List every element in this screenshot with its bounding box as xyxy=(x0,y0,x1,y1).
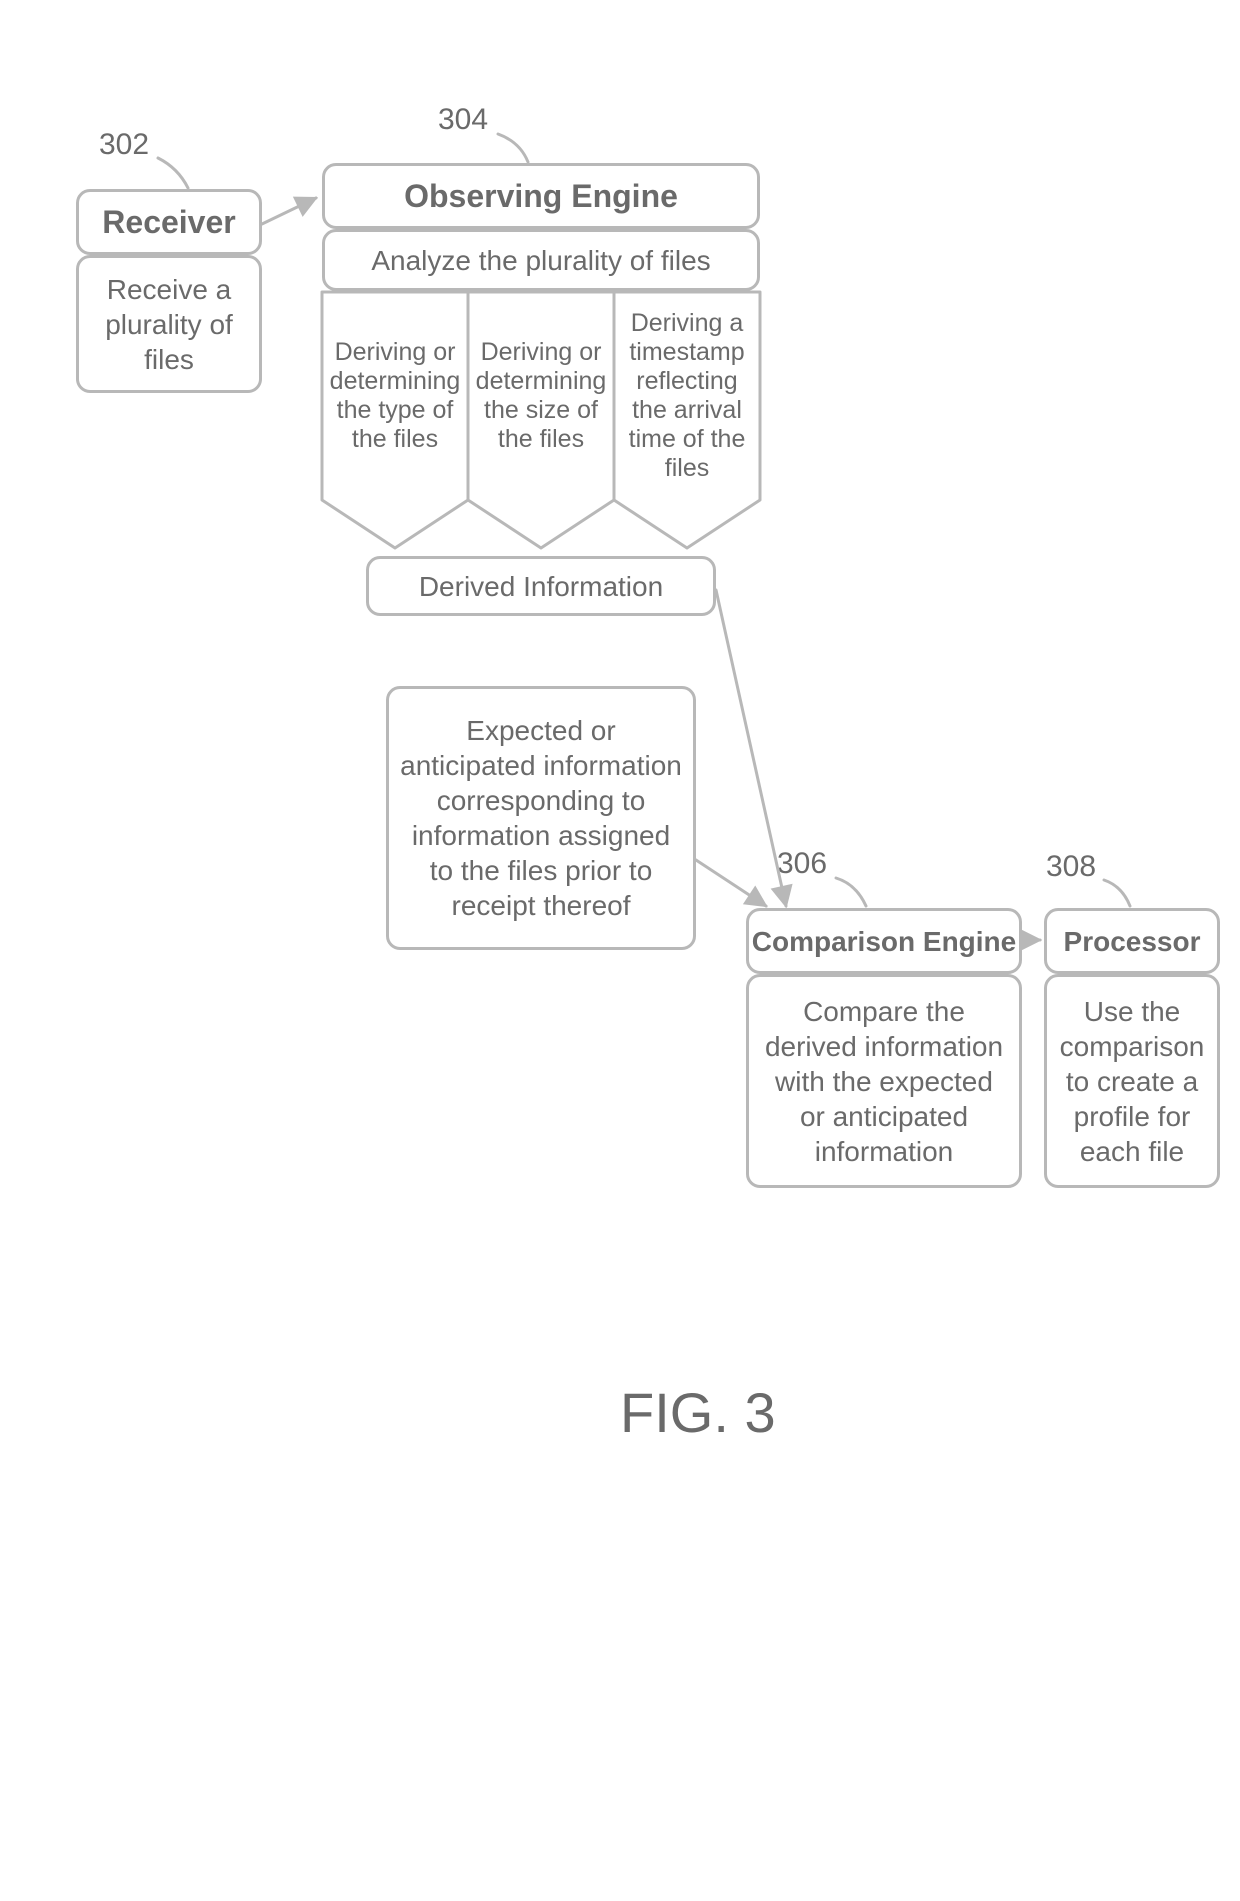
comparison-title: Comparison Engine xyxy=(746,908,1022,974)
receiver-body: Receive a plurality of files xyxy=(76,255,262,393)
figure-label: FIG. 3 xyxy=(620,1380,776,1445)
expected-info: Expected or anticipated information corr… xyxy=(386,686,696,950)
observing-title: Observing Engine xyxy=(322,163,760,229)
comparison-body: Compare the derived information with the… xyxy=(746,974,1022,1188)
observing-subtitle: Analyze the plurality of files xyxy=(322,229,760,291)
processor-body: Use the comparison to create a profile f… xyxy=(1044,974,1220,1188)
ref-306: 306 xyxy=(777,847,827,881)
ref-302: 302 xyxy=(99,128,149,162)
ref-304: 304 xyxy=(438,103,488,137)
ref-308: 308 xyxy=(1046,850,1096,884)
processor-title: Processor xyxy=(1044,908,1220,974)
receiver-title: Receiver xyxy=(76,189,262,255)
observing-task1: Deriving or determining the type of the … xyxy=(322,301,468,491)
observing-task3: Deriving a timestamp reflecting the arri… xyxy=(614,301,760,491)
diagram-canvas: 302 304 306 308 Receiver Receive a plura… xyxy=(0,0,1240,1901)
observing-task2: Deriving or determining the size of the … xyxy=(468,301,614,491)
derived-info: Derived Information xyxy=(366,556,716,616)
